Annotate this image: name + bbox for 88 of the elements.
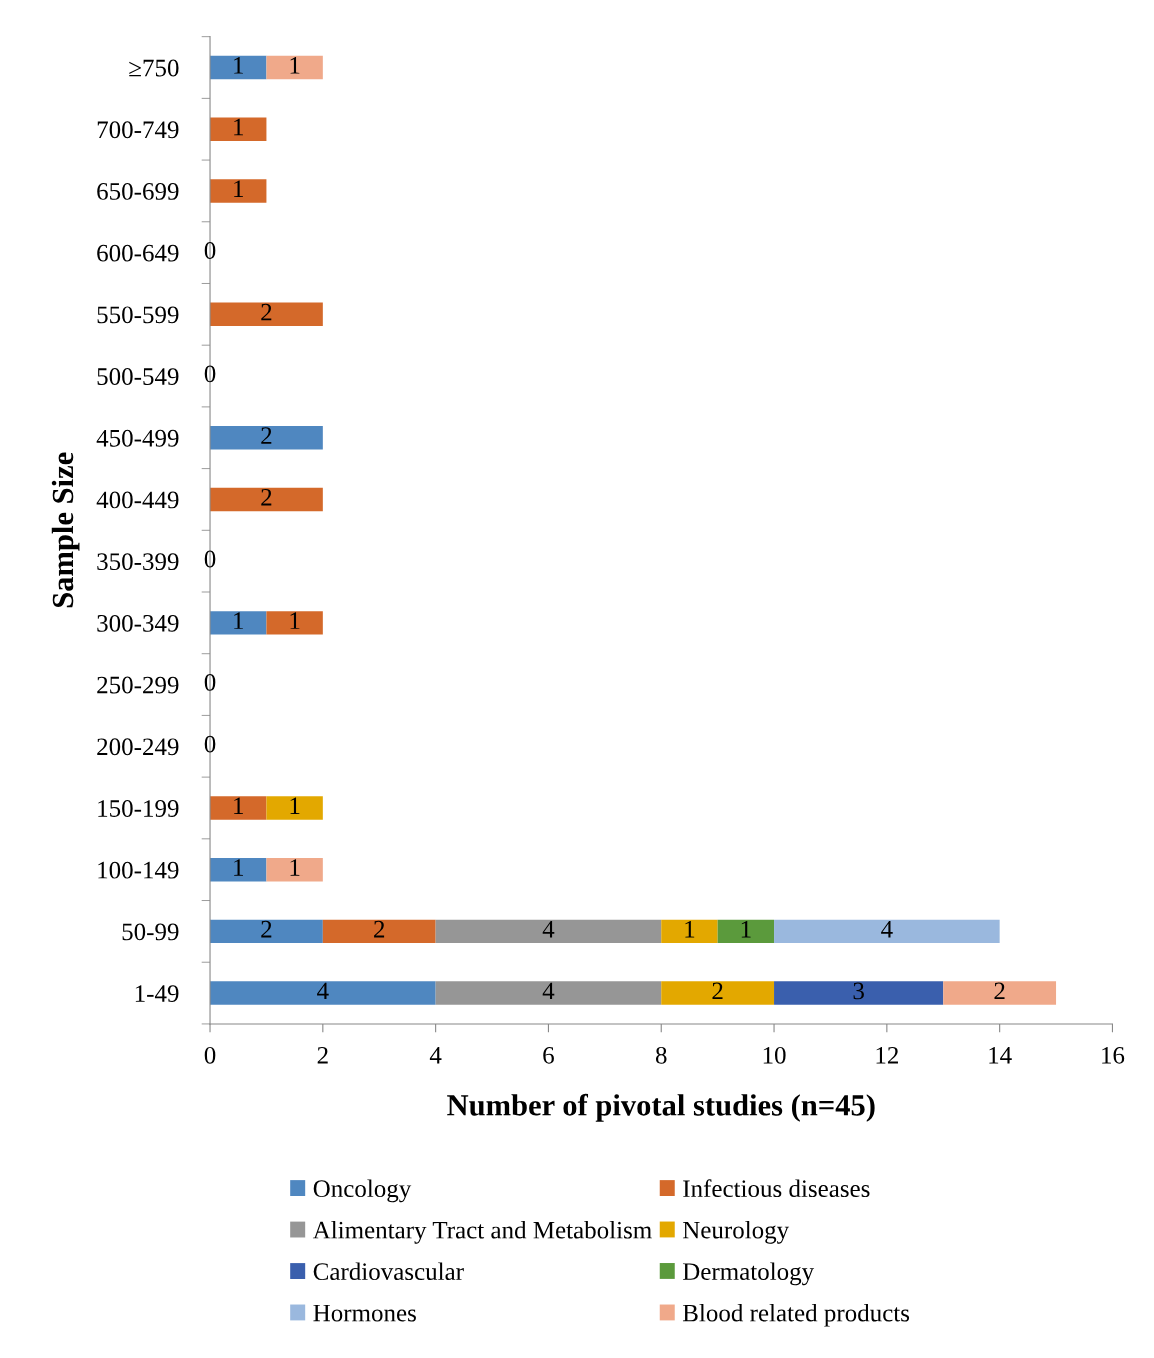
data-label: 0 xyxy=(204,735,216,753)
x-tick-label: 10 xyxy=(763,1046,786,1064)
data-label: 1 xyxy=(290,57,300,74)
data-label: 1 xyxy=(290,859,300,876)
legend-label: Cardiovascular xyxy=(313,1262,464,1281)
data-label: 4 xyxy=(881,920,893,938)
bar xyxy=(210,302,323,327)
data-label: 4 xyxy=(317,982,329,1000)
bar xyxy=(435,981,662,1005)
bar xyxy=(210,426,323,450)
data-label: 2 xyxy=(712,982,723,1000)
bar xyxy=(435,919,662,944)
bar xyxy=(210,796,267,820)
y-tick-label: 500-549 xyxy=(97,368,179,385)
data-label: 4 xyxy=(542,982,555,1000)
legend-label: Infectious diseases xyxy=(683,1179,870,1198)
bar xyxy=(266,857,323,882)
y-tick-label: 600-649 xyxy=(97,244,179,262)
data-label: 4 xyxy=(542,920,555,938)
legend-label: Neurology xyxy=(682,1220,790,1244)
y-tick-label: 650-699 xyxy=(97,182,179,200)
data-label: 1 xyxy=(290,612,300,629)
data-label: 0 xyxy=(204,550,216,568)
data-label: 1 xyxy=(234,797,243,814)
bar xyxy=(661,981,775,1005)
data-label: 1 xyxy=(685,920,695,938)
data-label: 2 xyxy=(261,427,272,444)
bar xyxy=(210,919,323,944)
legend-label: Alimentary Tract and Metabolism xyxy=(312,1221,652,1244)
data-label: 0 xyxy=(204,673,216,691)
legend-label: Oncology xyxy=(313,1179,412,1203)
y-tick-label: 50-99 xyxy=(122,923,179,941)
x-tick-label: 16 xyxy=(1102,1046,1125,1064)
y-tick-label: 400-449 xyxy=(96,491,179,509)
bar xyxy=(210,179,267,203)
legend-label: Dermatology xyxy=(682,1262,815,1286)
data-label: 0 xyxy=(204,365,216,383)
data-label: 1 xyxy=(741,920,751,938)
x-tick-label: 2 xyxy=(317,1046,328,1064)
bar xyxy=(210,55,267,80)
bar xyxy=(661,919,718,944)
bar xyxy=(210,857,267,882)
data-label: 0 xyxy=(204,242,216,259)
bar xyxy=(266,611,323,635)
bar xyxy=(210,981,436,1005)
x-tick-label: 0 xyxy=(204,1046,216,1064)
data-label: 1 xyxy=(234,118,243,136)
y-tick-label: 700-749 xyxy=(97,121,179,139)
bar xyxy=(322,919,436,944)
data-label: 1 xyxy=(234,57,243,74)
bar xyxy=(774,919,1000,944)
bar xyxy=(210,117,267,141)
y-tick-label: 550-599 xyxy=(97,306,179,324)
legend-label: Blood related products xyxy=(682,1303,910,1327)
x-tick-label: 6 xyxy=(543,1046,554,1064)
y-tick-label: 150-199 xyxy=(98,800,179,817)
data-label: 2 xyxy=(261,303,272,321)
x-tick-label: 12 xyxy=(876,1046,898,1064)
y-tick-label: 200-249 xyxy=(97,738,179,756)
bar xyxy=(943,981,1057,1005)
bar xyxy=(266,796,323,820)
y-axis-title: Sample Size xyxy=(51,452,80,608)
y-tick-label: 1-49 xyxy=(135,985,179,1002)
y-tick-label: 100-149 xyxy=(98,861,179,879)
data-label: 1 xyxy=(234,180,243,197)
data-label: 2 xyxy=(261,920,272,938)
y-tick-label: 250-299 xyxy=(97,676,179,694)
y-tick-label: 300-349 xyxy=(97,614,179,632)
bar xyxy=(774,981,944,1005)
y-tick-label: ≥750 xyxy=(129,59,179,77)
bar xyxy=(210,487,323,512)
data-label: 2 xyxy=(374,920,385,938)
data-label: 2 xyxy=(994,982,1005,1000)
x-tick-label: 8 xyxy=(655,1046,667,1064)
x-tick-label: 4 xyxy=(429,1047,442,1064)
bar xyxy=(717,919,775,944)
y-tick-label: 450-499 xyxy=(96,429,179,447)
y-tick-label: 350-399 xyxy=(97,553,179,571)
bar xyxy=(210,611,267,635)
legend-label: Hormones xyxy=(313,1304,416,1322)
x-tick-label: 14 xyxy=(989,1047,1012,1064)
data-label: 3 xyxy=(853,982,864,1000)
data-label: 1 xyxy=(234,859,243,876)
x-axis-title: Number of pivotal studies (n=45) xyxy=(447,1093,875,1122)
data-label: 1 xyxy=(234,612,243,629)
bar xyxy=(266,55,323,80)
data-label: 1 xyxy=(290,797,300,814)
data-label: 2 xyxy=(261,488,272,506)
